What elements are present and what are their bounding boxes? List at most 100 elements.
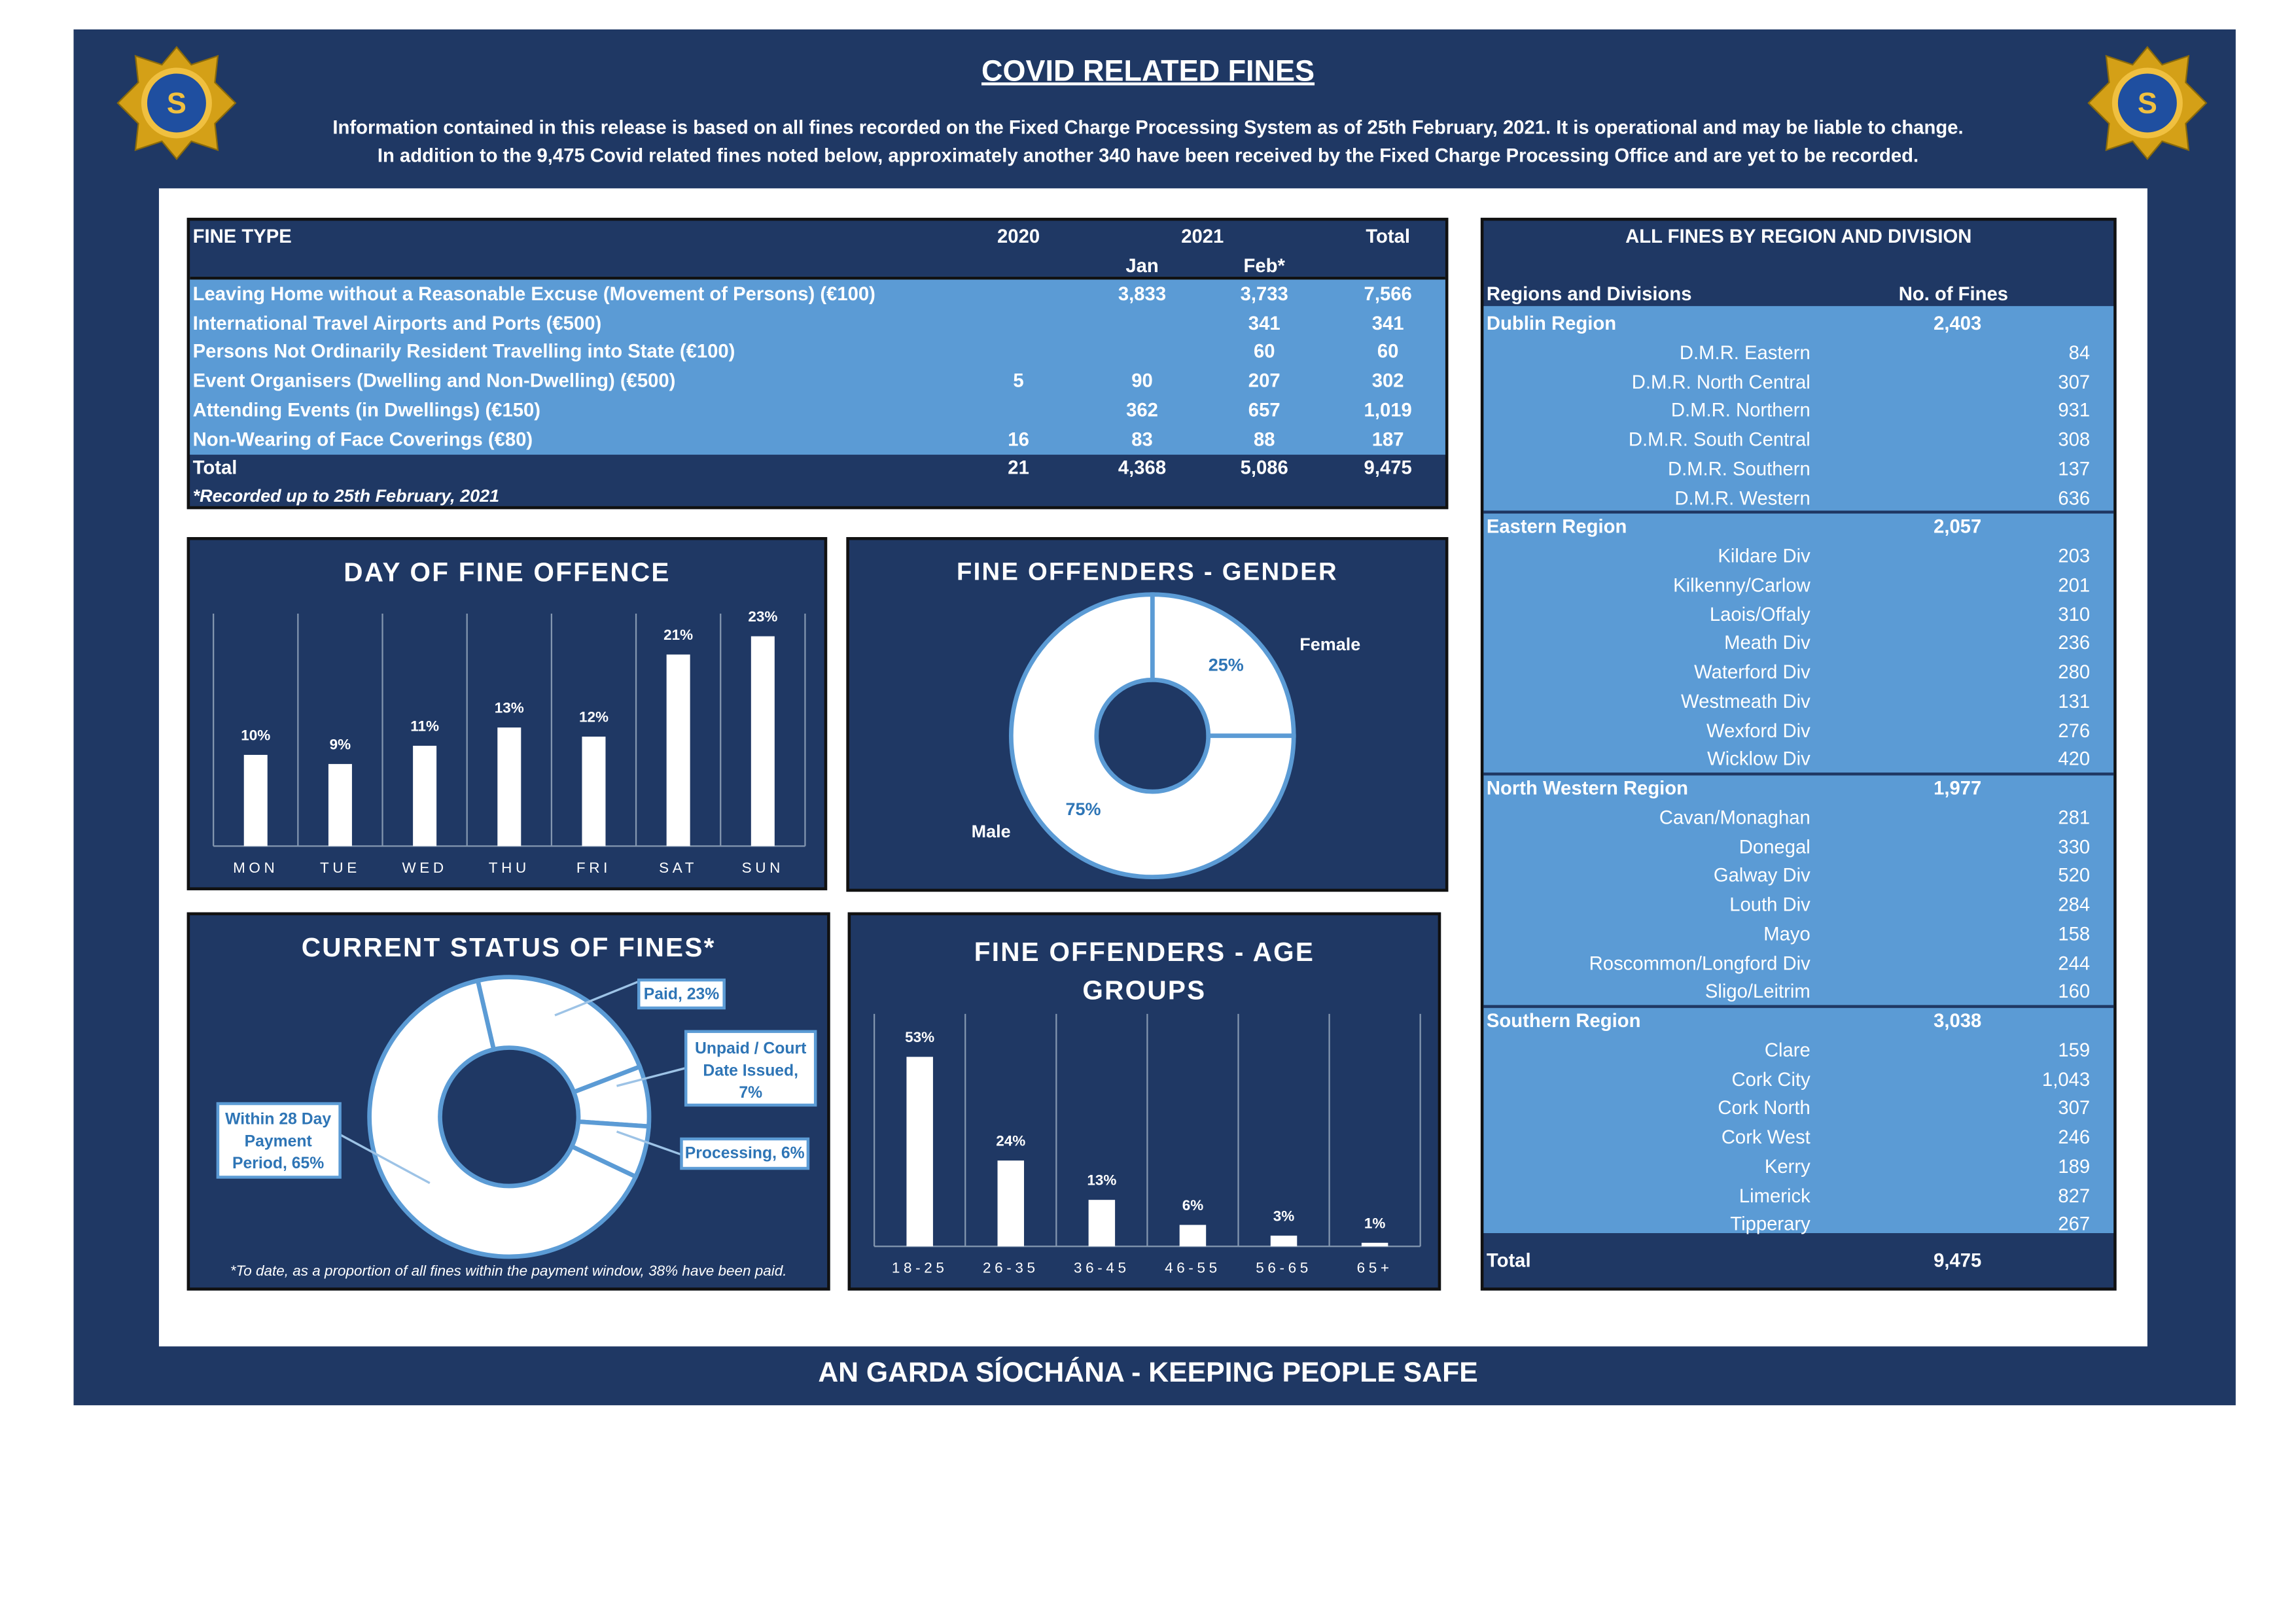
- info-line-1: Information contained in this release is…: [332, 116, 1964, 139]
- division-name: Clare: [1764, 1038, 1810, 1061]
- page-title: COVID RELATED FINES: [981, 56, 1315, 88]
- division-name: Wexford Div: [1706, 718, 1810, 741]
- fine-row-feb: 3,733: [1240, 282, 1288, 305]
- division-value: 827: [2058, 1183, 2091, 1206]
- bar-tue: [328, 763, 352, 846]
- region-name: Southern Region: [1486, 1009, 1641, 1032]
- chart-title: FINE OFFENDERS - AGE GROUPS: [974, 937, 1315, 1005]
- bar-36-45: [1088, 1200, 1116, 1247]
- division-value: 307: [2058, 1096, 2091, 1119]
- label-box-within-28-days: [216, 1102, 342, 1179]
- category-label: 26-35: [983, 1260, 1039, 1276]
- fine-row-jan: 83: [1131, 427, 1153, 450]
- status-of-fines-chart: CURRENT STATUS OF FINES* Paid, 23% Unpaid…: [186, 912, 830, 1291]
- fine-row-feb: 657: [1248, 398, 1280, 421]
- data-label-male: 75%: [1066, 799, 1101, 819]
- region-separator: [1483, 511, 2114, 514]
- division-value: 84: [2068, 341, 2091, 364]
- division-name: D.M.R. Western: [1674, 486, 1810, 509]
- fine-row-jan: 90: [1131, 369, 1153, 392]
- label-box-unpaid: [684, 1030, 817, 1107]
- fine-row-jan: 362: [1126, 398, 1158, 421]
- division-name: D.M.R. Northern: [1670, 399, 1810, 421]
- division-value: 236: [2058, 631, 2091, 654]
- region-name: Dublin Region: [1486, 311, 1617, 334]
- bar-46-55: [1179, 1225, 1207, 1247]
- label-box-paid: [637, 978, 726, 1010]
- data-label: 12%: [579, 709, 609, 725]
- region-separator: [1483, 772, 2114, 776]
- fine-total-jan: 4,368: [1118, 456, 1167, 479]
- bar-sun: [751, 636, 775, 846]
- category-label: TUE: [320, 860, 361, 876]
- category-label: MON: [233, 860, 278, 876]
- label-box-processing: [680, 1137, 810, 1170]
- division-name: Westmeath Div: [1681, 689, 1810, 712]
- division-value: 246: [2058, 1125, 2091, 1148]
- division-name: Meath Div: [1724, 631, 1810, 654]
- fine-total-feb: 5,086: [1240, 456, 1288, 479]
- leader-line: [616, 1130, 684, 1157]
- division-name: Donegal: [1739, 835, 1810, 858]
- status-footnote: *To date, as a proportion of all fines w…: [230, 1264, 787, 1280]
- division-name: Laois/Offaly: [1709, 602, 1810, 625]
- region-total: 2,403: [1934, 311, 1982, 334]
- division-value: 280: [2058, 660, 2091, 683]
- chart-title: CURRENT STATUS OF FINES*: [301, 933, 716, 963]
- data-label: 13%: [495, 700, 524, 716]
- fine-total-label: Total: [192, 456, 238, 479]
- division-value: 267: [2058, 1213, 2091, 1235]
- region-name: North Western Region: [1486, 777, 1689, 799]
- fine-row-feb: 88: [1253, 427, 1275, 450]
- division-name: Roscommon/Longford Div: [1589, 951, 1810, 973]
- fine-row-total: 187: [1371, 427, 1404, 450]
- garda-crest-logo-left: S: [116, 46, 237, 160]
- fine-row-total: 60: [1377, 340, 1399, 363]
- fine-row-jan: 3,833: [1118, 282, 1167, 305]
- fine-row-type: Attending Events (in Dwellings) (€150): [192, 398, 540, 421]
- status-chart-svg: Paid, 23% Unpaid / Court Date Issued, 7% Pro…: [216, 975, 817, 1259]
- division-name: Cork City: [1731, 1067, 1810, 1090]
- header-fine-type: FINE TYPE: [192, 225, 292, 247]
- division-name: Tipperary: [1730, 1213, 1810, 1235]
- division-value: 1,043: [2041, 1067, 2091, 1090]
- division-name: Cavan/Monaghan: [1659, 806, 1810, 828]
- gender-chart: FINE OFFENDERS - GENDER Female Male 25% 75%: [846, 537, 1449, 892]
- fine-type-table: FINE TYPE 2020 2021 Total Jan Feb* Leaving Hom…: [186, 217, 1449, 510]
- division-name: Cork West: [1721, 1125, 1810, 1148]
- category-label: SUN: [742, 860, 784, 876]
- leader-line: [336, 1132, 431, 1185]
- division-name: Waterford Div: [1694, 660, 1810, 683]
- label-box-unpaid-label: Unpaid / Court Date Issued, 7%: [695, 1040, 806, 1102]
- category-label: 18-25: [892, 1260, 948, 1276]
- label-box-processing-label: Processing, 6%: [685, 1144, 805, 1162]
- division-value: 420: [2058, 748, 2091, 770]
- fine-row-type: Persons Not Ordinarily Resident Travelli…: [192, 340, 735, 363]
- bar-fri: [582, 737, 606, 846]
- label-box-within-28-days-label: Within 28 Day Payment Period, 65%: [225, 1111, 331, 1172]
- fine-row-feb: 341: [1248, 311, 1280, 334]
- division-name: Kerry: [1764, 1155, 1810, 1177]
- data-label: 53%: [905, 1029, 934, 1045]
- division-name: Kildare Div: [1718, 544, 1810, 567]
- data-label: 10%: [241, 727, 270, 743]
- col-regions-divisions: Regions and Divisions: [1486, 282, 1692, 305]
- fine-row-feb: 207: [1248, 369, 1280, 392]
- bar-26-35: [997, 1161, 1025, 1247]
- gender-chart-svg: Female Male 25% 75%: [972, 592, 1360, 880]
- division-value: 244: [2058, 951, 2091, 973]
- region-separator: [1483, 1005, 2114, 1008]
- bar-65+: [1361, 1242, 1388, 1247]
- division-value: 330: [2058, 835, 2091, 858]
- bar-thu: [497, 727, 521, 846]
- region-grand-total-label: Total: [1486, 1249, 1531, 1272]
- category-label: SAT: [659, 860, 698, 876]
- division-value: 158: [2058, 922, 2091, 945]
- garda-crest-logo-right: S: [2087, 46, 2208, 160]
- fine-rows-background: [190, 276, 1445, 455]
- division-value: 284: [2058, 893, 2091, 916]
- slice-within-28-day-payment-period: [367, 978, 639, 1259]
- data-label-female: 25%: [1209, 655, 1244, 675]
- region-grand-total-value: 9,475: [1934, 1249, 1982, 1272]
- division-name: D.M.R. North Central: [1631, 370, 1810, 393]
